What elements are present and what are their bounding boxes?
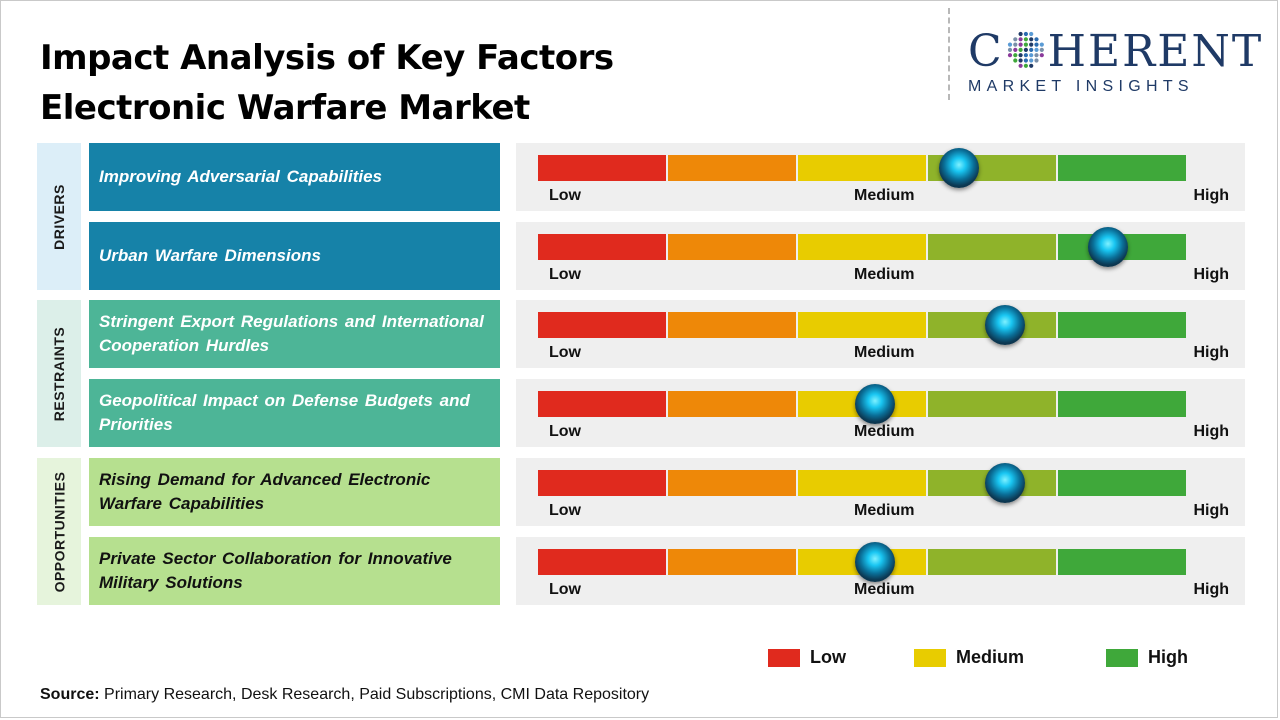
impact-scale-bar xyxy=(538,155,1186,181)
logo-wordmark: C HERENT xyxy=(968,30,1268,74)
scale-segment xyxy=(538,549,666,575)
impact-indicator-knob xyxy=(939,148,980,188)
scale-segment xyxy=(798,470,926,496)
scale-segment xyxy=(928,234,1056,260)
scale-label-low: Low xyxy=(549,581,581,598)
scale-segment xyxy=(538,312,666,338)
scale-segment xyxy=(668,312,796,338)
category-label: OPPORTUNITIES xyxy=(51,471,68,592)
scale-label-medium: Medium xyxy=(854,581,915,598)
scale-label-high: High xyxy=(1193,266,1229,283)
scale-segment xyxy=(1058,470,1186,496)
category-restraints: RESTRAINTS xyxy=(37,300,81,447)
legend-swatch xyxy=(914,648,946,667)
impact-scale-bar xyxy=(538,470,1186,496)
scale-label-medium: Medium xyxy=(854,423,915,440)
scale-label-high: High xyxy=(1193,581,1229,598)
category-opportunities: OPPORTUNITIES xyxy=(37,458,81,605)
source-text: Primary Research, Desk Research, Paid Su… xyxy=(99,686,650,703)
scale-label-low: Low xyxy=(549,187,581,204)
scale-segment xyxy=(668,470,796,496)
source-note: Source: Primary Research, Desk Research,… xyxy=(40,686,649,704)
scale-segment xyxy=(1058,155,1186,181)
logo-divider xyxy=(948,8,950,100)
scale-segment xyxy=(928,549,1056,575)
scale-label-medium: Medium xyxy=(854,187,915,204)
impact-indicator-knob xyxy=(1088,227,1129,267)
impact-meter: Low Medium High xyxy=(516,143,1245,211)
impact-indicator-knob xyxy=(984,305,1025,345)
impact-indicator-knob xyxy=(984,463,1025,503)
scale-segment xyxy=(668,155,796,181)
factor-label: Stringent Export Regulations and Interna… xyxy=(89,300,500,368)
category-label: DRIVERS xyxy=(51,183,68,250)
logo-tagline: MARKET INSIGHTS xyxy=(968,78,1194,95)
scale-label-low: Low xyxy=(549,344,581,361)
scale-label-high: High xyxy=(1193,423,1229,440)
factor-label: Rising Demand for Advanced Electronic Wa… xyxy=(89,458,500,526)
factor-label: Urban Warfare Dimensions xyxy=(89,222,500,290)
impact-meter: Low Medium High xyxy=(516,379,1245,447)
scale-label-medium: Medium xyxy=(854,266,915,283)
scale-segment xyxy=(1058,549,1186,575)
impact-indicator-knob xyxy=(854,384,895,424)
scale-segment xyxy=(538,234,666,260)
logo-letters-herent: HERENT xyxy=(1047,26,1264,77)
scale-segment xyxy=(538,470,666,496)
impact-scale-bar xyxy=(538,312,1186,338)
scale-segment xyxy=(668,549,796,575)
scale-label-high: High xyxy=(1193,187,1229,204)
logo-letter-c: C xyxy=(968,26,1004,77)
legend-label: High xyxy=(1148,647,1188,667)
scale-label-low: Low xyxy=(549,502,581,519)
scale-segment xyxy=(538,155,666,181)
scale-segment xyxy=(798,155,926,181)
source-label: Source: xyxy=(40,686,100,703)
category-label: RESTRAINTS xyxy=(51,326,68,421)
company-logo: C HERENT MARKET INSIGHTS xyxy=(968,30,1268,100)
page-subtitle: Electronic Warfare Market xyxy=(40,88,530,128)
scale-segment xyxy=(538,391,666,417)
scale-segment xyxy=(1058,312,1186,338)
category-drivers: DRIVERS xyxy=(37,143,81,290)
page-title: Impact Analysis of Key Factors xyxy=(40,38,614,78)
scale-label-high: High xyxy=(1193,344,1229,361)
impact-meter: Low Medium High xyxy=(516,222,1245,290)
logo-globe-icon xyxy=(1007,31,1044,68)
scale-segment xyxy=(668,234,796,260)
impact-meter: Low Medium High xyxy=(516,300,1245,368)
scale-label-medium: Medium xyxy=(854,502,915,519)
legend-label: Medium xyxy=(956,647,1025,667)
scale-label-low: Low xyxy=(549,266,581,283)
factor-label: Private Sector Collaboration for Innovat… xyxy=(89,537,500,605)
legend-item-medium: Medium xyxy=(914,647,1024,668)
impact-meter: Low Medium High xyxy=(516,537,1245,605)
impact-meter: Low Medium High xyxy=(516,458,1245,526)
factor-label: Geopolitical Impact on Defense Budgets a… xyxy=(89,379,500,447)
scale-segment xyxy=(668,391,796,417)
scale-label-low: Low xyxy=(549,423,581,440)
impact-indicator-knob xyxy=(854,542,895,582)
scale-segment xyxy=(928,391,1056,417)
scale-label-high: High xyxy=(1193,502,1229,519)
legend-item-high: High xyxy=(1106,647,1188,668)
legend-item-low: Low xyxy=(768,647,846,668)
legend-swatch xyxy=(768,648,800,667)
scale-segment xyxy=(798,312,926,338)
legend-label: Low xyxy=(810,647,846,667)
scale-label-medium: Medium xyxy=(854,344,915,361)
scale-segment xyxy=(1058,391,1186,417)
factor-label: Improving Adversarial Capabilities xyxy=(89,143,500,211)
legend-swatch xyxy=(1106,648,1138,667)
scale-segment xyxy=(798,234,926,260)
